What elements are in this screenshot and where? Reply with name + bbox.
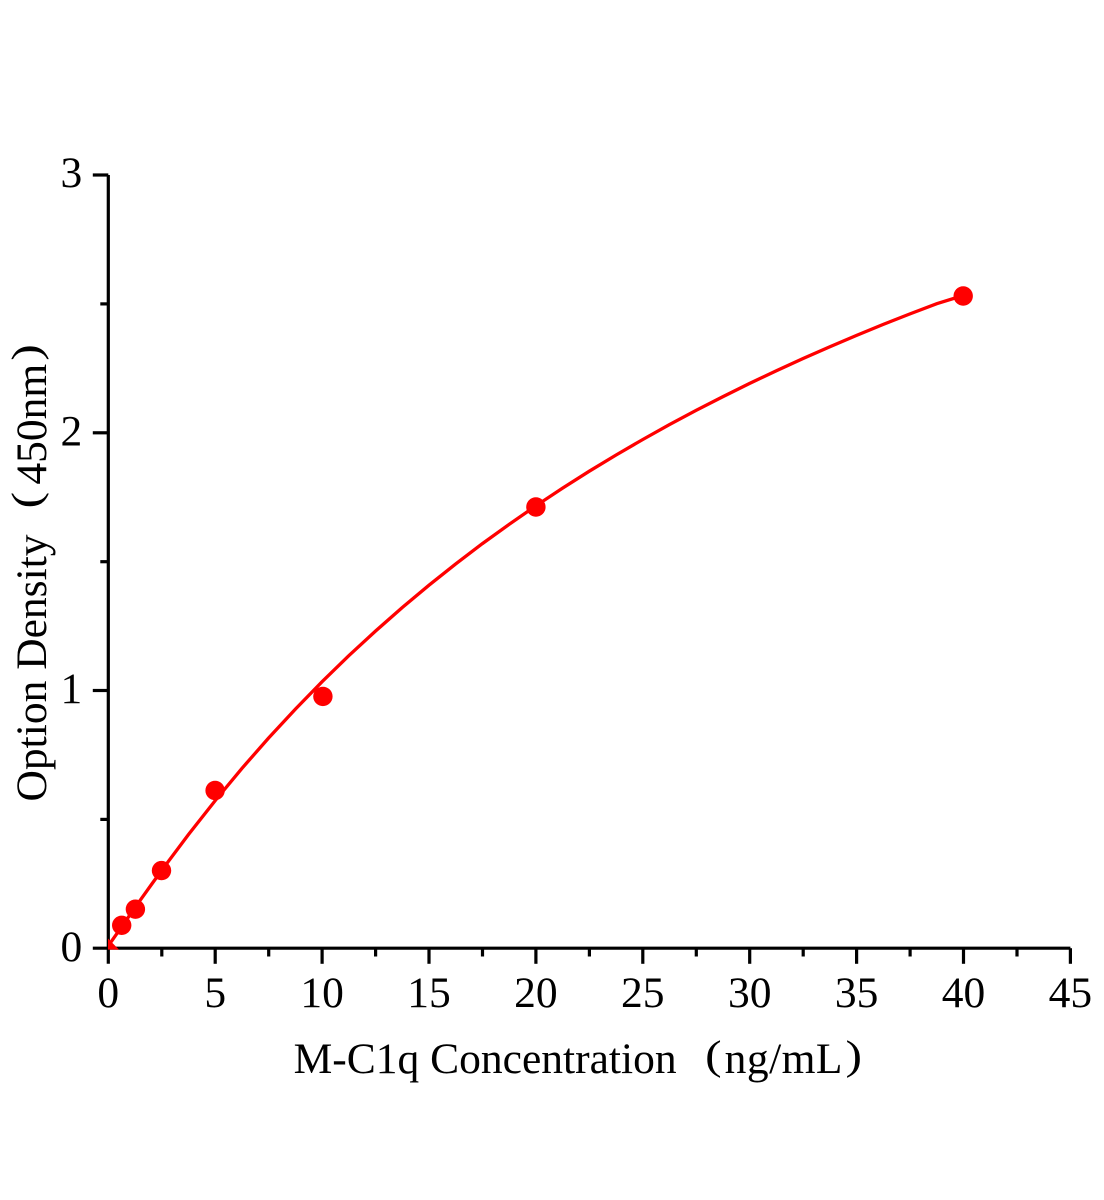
svg-text:3: 3 (61, 149, 83, 197)
svg-text:20: 20 (514, 969, 558, 1017)
svg-text:0: 0 (97, 969, 119, 1017)
svg-text:25: 25 (621, 969, 665, 1017)
svg-text:30: 30 (728, 969, 772, 1017)
svg-text:2: 2 (61, 407, 83, 455)
svg-text:M-C1q Concentration(ng/mL): M-C1q Concentration(ng/mL) (294, 1032, 862, 1083)
svg-text:45: 45 (1049, 969, 1093, 1017)
svg-text:1: 1 (61, 665, 83, 713)
svg-text:10: 10 (300, 969, 344, 1017)
svg-text:15: 15 (407, 969, 451, 1017)
svg-text:40: 40 (942, 969, 986, 1017)
svg-text:5: 5 (204, 969, 226, 1017)
svg-text:Option Density(450nm): Option Density(450nm) (3, 344, 56, 801)
svg-text:0: 0 (61, 923, 83, 971)
svg-text:35: 35 (835, 969, 879, 1017)
